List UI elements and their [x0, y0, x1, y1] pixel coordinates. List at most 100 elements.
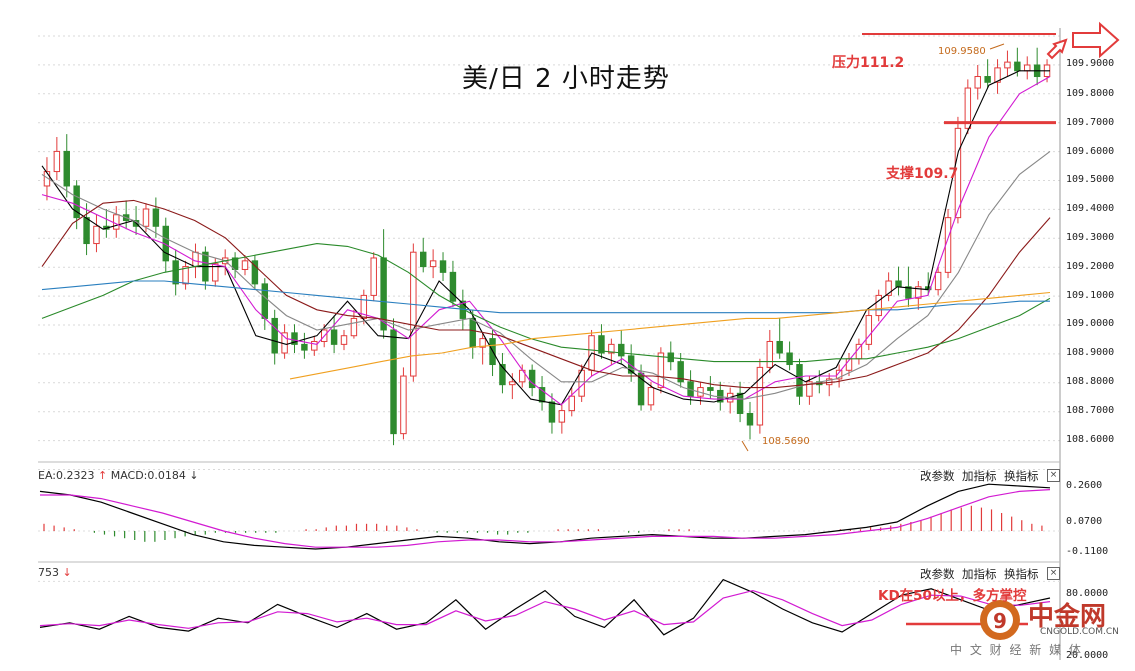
y-tick: 108.8000: [1066, 376, 1115, 387]
candle-up: [568, 395, 575, 412]
candle-up: [806, 381, 813, 397]
candle-down: [439, 260, 447, 273]
candle-down: [707, 387, 714, 391]
candle-up: [915, 286, 922, 299]
candle-up: [311, 340, 318, 351]
candle-up: [1004, 61, 1011, 69]
logo-name: 中金网: [1028, 602, 1107, 632]
candle-down: [796, 364, 803, 397]
kd-d-line: [39, 589, 1051, 629]
y-tick: 109.3000: [1066, 232, 1115, 243]
candle-up: [360, 294, 368, 319]
candle-down: [291, 332, 298, 345]
candle-down: [598, 335, 605, 354]
y-tick: 108.6000: [1066, 434, 1115, 445]
ma120-line: [41, 280, 1050, 314]
candle-up: [429, 260, 437, 268]
candle-up: [370, 257, 377, 296]
logo-domain: CNGOLD.COM.CN: [1040, 627, 1119, 637]
kd-k-line: [39, 578, 1051, 636]
modify-params-button[interactable]: 改参数: [920, 469, 955, 483]
y-tick: 109.1000: [1066, 290, 1115, 301]
modify-params-button[interactable]: 改参数: [920, 567, 955, 581]
ma40-line: [41, 199, 1051, 389]
ma5-line: [41, 70, 1050, 406]
candle-down: [469, 317, 476, 348]
candle-up: [1024, 64, 1031, 72]
candle-up: [875, 294, 882, 317]
y-tick: 109.0000: [1066, 318, 1115, 329]
candle-up: [142, 208, 150, 227]
up-arrow-icon: ↑: [97, 469, 108, 482]
candle-down: [271, 317, 278, 354]
y-tick: 109.8000: [1066, 88, 1115, 99]
switch-indicator-button[interactable]: 换指标: [1004, 469, 1039, 483]
y-tick: 109.2000: [1066, 261, 1115, 272]
candle-down: [449, 271, 457, 302]
candle-up: [657, 352, 665, 389]
candle-up: [835, 369, 843, 380]
candle-up: [558, 410, 566, 423]
low-marker-leader: [741, 440, 749, 452]
ma60-line: [41, 243, 1051, 363]
add-indicator-button[interactable]: 加指标: [962, 469, 997, 483]
y-tick: 109.9000: [1066, 58, 1115, 69]
candle-down: [677, 361, 684, 383]
candle-down: [548, 401, 556, 423]
kd-value-label: 753 ↓: [38, 566, 72, 579]
macd-dif-line: [39, 483, 1051, 550]
candle-down: [73, 185, 80, 219]
macd-dea-value: EA:0.2323: [38, 469, 95, 482]
kd-y-tick: 20.0000: [1066, 650, 1109, 661]
y-tick: 108.9000: [1066, 347, 1115, 358]
candle-up: [212, 263, 219, 282]
macd-dea-line: [40, 489, 1051, 548]
candle-up: [400, 375, 407, 435]
candle-down: [330, 329, 338, 345]
candle-down: [984, 76, 991, 83]
ma10-line: [41, 76, 1051, 406]
close-icon[interactable]: ×: [1047, 469, 1060, 482]
resistance-label: 压力111.2: [832, 55, 905, 71]
high-marker-label: 109.9580: [938, 46, 986, 57]
switch-indicator-button[interactable]: 换指标: [1004, 567, 1039, 581]
add-indicator-button[interactable]: 加指标: [962, 567, 997, 581]
candle-down: [261, 283, 269, 319]
candle-down: [786, 352, 793, 366]
y-tick: 109.7000: [1066, 117, 1115, 128]
candle-down: [251, 260, 259, 285]
y-tick: 109.6000: [1066, 146, 1115, 157]
candle-down: [627, 355, 635, 374]
low-marker-label: 108.5690: [762, 436, 810, 447]
candle-up: [766, 340, 774, 368]
candle-up: [192, 251, 199, 268]
candle-down: [905, 286, 912, 299]
candle-down: [301, 343, 308, 351]
macd-y-tick: 0.0700: [1066, 516, 1103, 527]
candle-up: [113, 214, 120, 230]
candle-down: [528, 369, 536, 389]
candle-down: [83, 217, 90, 245]
logo-glyph: 9: [993, 609, 1007, 633]
ma20-line: [41, 150, 1051, 400]
right-arrow-icon: [1072, 21, 1120, 59]
candle-up: [93, 225, 100, 245]
macd-y-tick: 0.2600: [1066, 480, 1103, 491]
macd-y-tick: -0.1100: [1066, 546, 1109, 557]
close-icon[interactable]: ×: [1047, 567, 1060, 580]
y-tick: 109.5000: [1066, 174, 1115, 185]
candle-up: [350, 317, 358, 337]
candle-up: [954, 127, 962, 219]
ma250-line: [289, 291, 1051, 380]
candle-up: [340, 335, 348, 345]
candle-up: [647, 387, 655, 406]
candle-down: [420, 251, 427, 268]
logo-inner-circle: [987, 607, 1013, 633]
candle-down: [499, 364, 506, 386]
y-tick: 108.7000: [1066, 405, 1115, 416]
y-tick: 109.4000: [1066, 203, 1115, 214]
kd-y-tick: 80.0000: [1066, 588, 1109, 599]
down-arrow-icon: ↓: [62, 566, 72, 579]
